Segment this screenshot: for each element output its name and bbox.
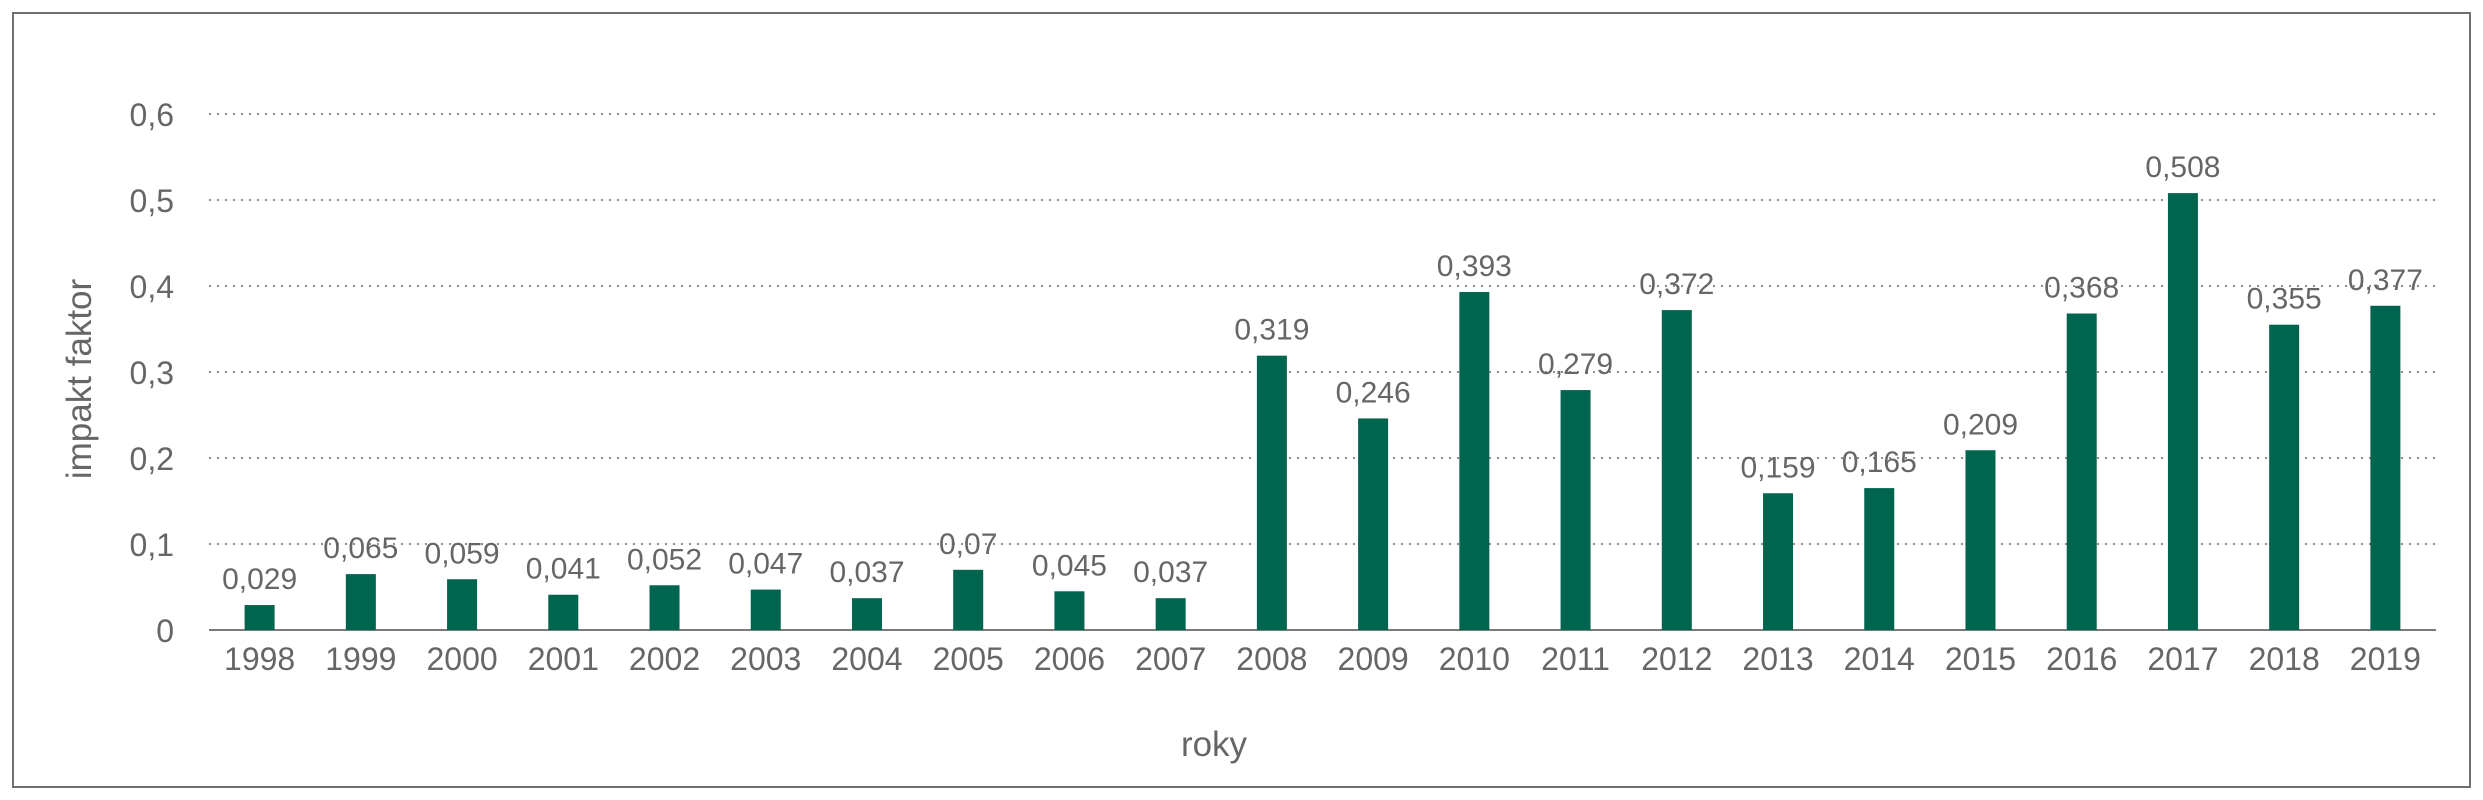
bar-2002 [649,585,680,630]
x-tick-label: 2016 [2046,641,2117,677]
y-tick-label: 0,6 [130,97,174,133]
x-tick-label: 2000 [426,641,497,677]
x-tick-label: 2015 [1945,641,2016,677]
x-tick-label: 2005 [933,641,1004,677]
bar-2012 [1661,310,1692,630]
y-tick-label: 0,1 [130,527,174,563]
bar-2016 [2066,313,2097,630]
data-label: 0,355 [2247,283,2322,316]
data-label: 0,037 [829,556,904,589]
x-axis-ticks: 1998 1999 2000 2001 2002 2003 2004 2005 2006 2007… [224,641,2421,677]
x-tick-label: 2003 [730,641,801,677]
data-label: 0,319 [1234,314,1309,347]
x-tick-label: 1998 [224,641,295,677]
x-tick-label: 2018 [2249,641,2320,677]
data-label: 0,372 [1639,268,1714,301]
data-label: 0,037 [1133,556,1208,589]
bar-chart: 0 0,1 0,2 0,3 0,4 0,5 0,6 1998 1999 2000 2001 2002… [60,97,2436,764]
x-tick-label: 2010 [1439,641,1510,677]
gridlines [209,113,2436,631]
data-label: 0,059 [425,537,500,570]
bar-2019 [2370,305,2401,630]
data-label: 0,393 [1437,250,1512,283]
bar-2007 [1155,598,1186,630]
y-axis-title: impakt faktor [60,278,99,479]
data-labels: 0,029 0,065 0,059 0,041 0,052 0,047 0,037 0,07 0… [222,151,2423,596]
x-tick-label: 2001 [528,641,599,677]
data-label: 0,508 [2145,151,2220,184]
chart-frame: 0 0,1 0,2 0,3 0,4 0,5 0,6 1998 1999 2000 2001 2002… [12,12,2471,788]
bars [244,193,2401,630]
data-label: 0,368 [2044,272,2119,305]
data-label: 0,246 [1336,376,1411,409]
y-tick-label: 0,3 [130,355,174,391]
y-tick-label: 0,4 [130,269,174,305]
bar-2003 [750,589,781,630]
x-axis-title: roky [1181,725,1248,764]
y-axis-ticks: 0 0,1 0,2 0,3 0,4 0,5 0,6 [130,97,174,649]
bar-2005 [953,569,984,630]
bar-2014 [1864,488,1895,630]
data-label: 0,159 [1740,451,1815,484]
data-label: 0,047 [728,548,803,581]
x-tick-label: 2006 [1034,641,1105,677]
bar-1998 [244,605,275,630]
y-tick-label: 0,5 [130,183,174,219]
data-label: 0,052 [627,543,702,576]
data-label: 0,029 [222,563,297,596]
bar-2015 [1965,450,1996,630]
data-label: 0,279 [1538,348,1613,381]
bar-2000 [447,579,478,630]
x-tick-label: 2013 [1742,641,1813,677]
x-tick-label: 2017 [2147,641,2218,677]
x-tick-label: 2008 [1236,641,1307,677]
data-label: 0,165 [1842,446,1917,479]
x-tick-label: 2014 [1844,641,1915,677]
x-tick-label: 2012 [1641,641,1712,677]
bar-2017 [2167,193,2198,630]
data-label: 0,045 [1032,549,1107,582]
bar-2013 [1763,493,1794,630]
bar-2010 [1459,292,1490,630]
y-tick-label: 0 [156,613,174,649]
bar-2006 [1054,591,1085,630]
x-tick-label: 2009 [1338,641,1409,677]
x-tick-label: 1999 [325,641,396,677]
data-label: 0,065 [323,532,398,565]
x-tick-label: 2004 [831,641,902,677]
data-label: 0,377 [2348,264,2423,297]
data-label: 0,07 [939,528,997,561]
x-tick-label: 2002 [629,641,700,677]
y-tick-label: 0,2 [130,441,174,477]
x-tick-label: 2011 [1541,641,1610,677]
bar-2011 [1560,390,1591,630]
x-tick-label: 2019 [2350,641,2421,677]
bar-2004 [851,598,882,630]
bar-1999 [345,574,376,630]
data-label: 0,209 [1943,408,2018,441]
bar-2009 [1358,418,1389,630]
x-tick-label: 2007 [1135,641,1206,677]
data-label: 0,041 [526,553,601,586]
bar-2001 [548,594,579,630]
bar-2018 [2269,324,2300,630]
bar-2008 [1256,355,1287,630]
